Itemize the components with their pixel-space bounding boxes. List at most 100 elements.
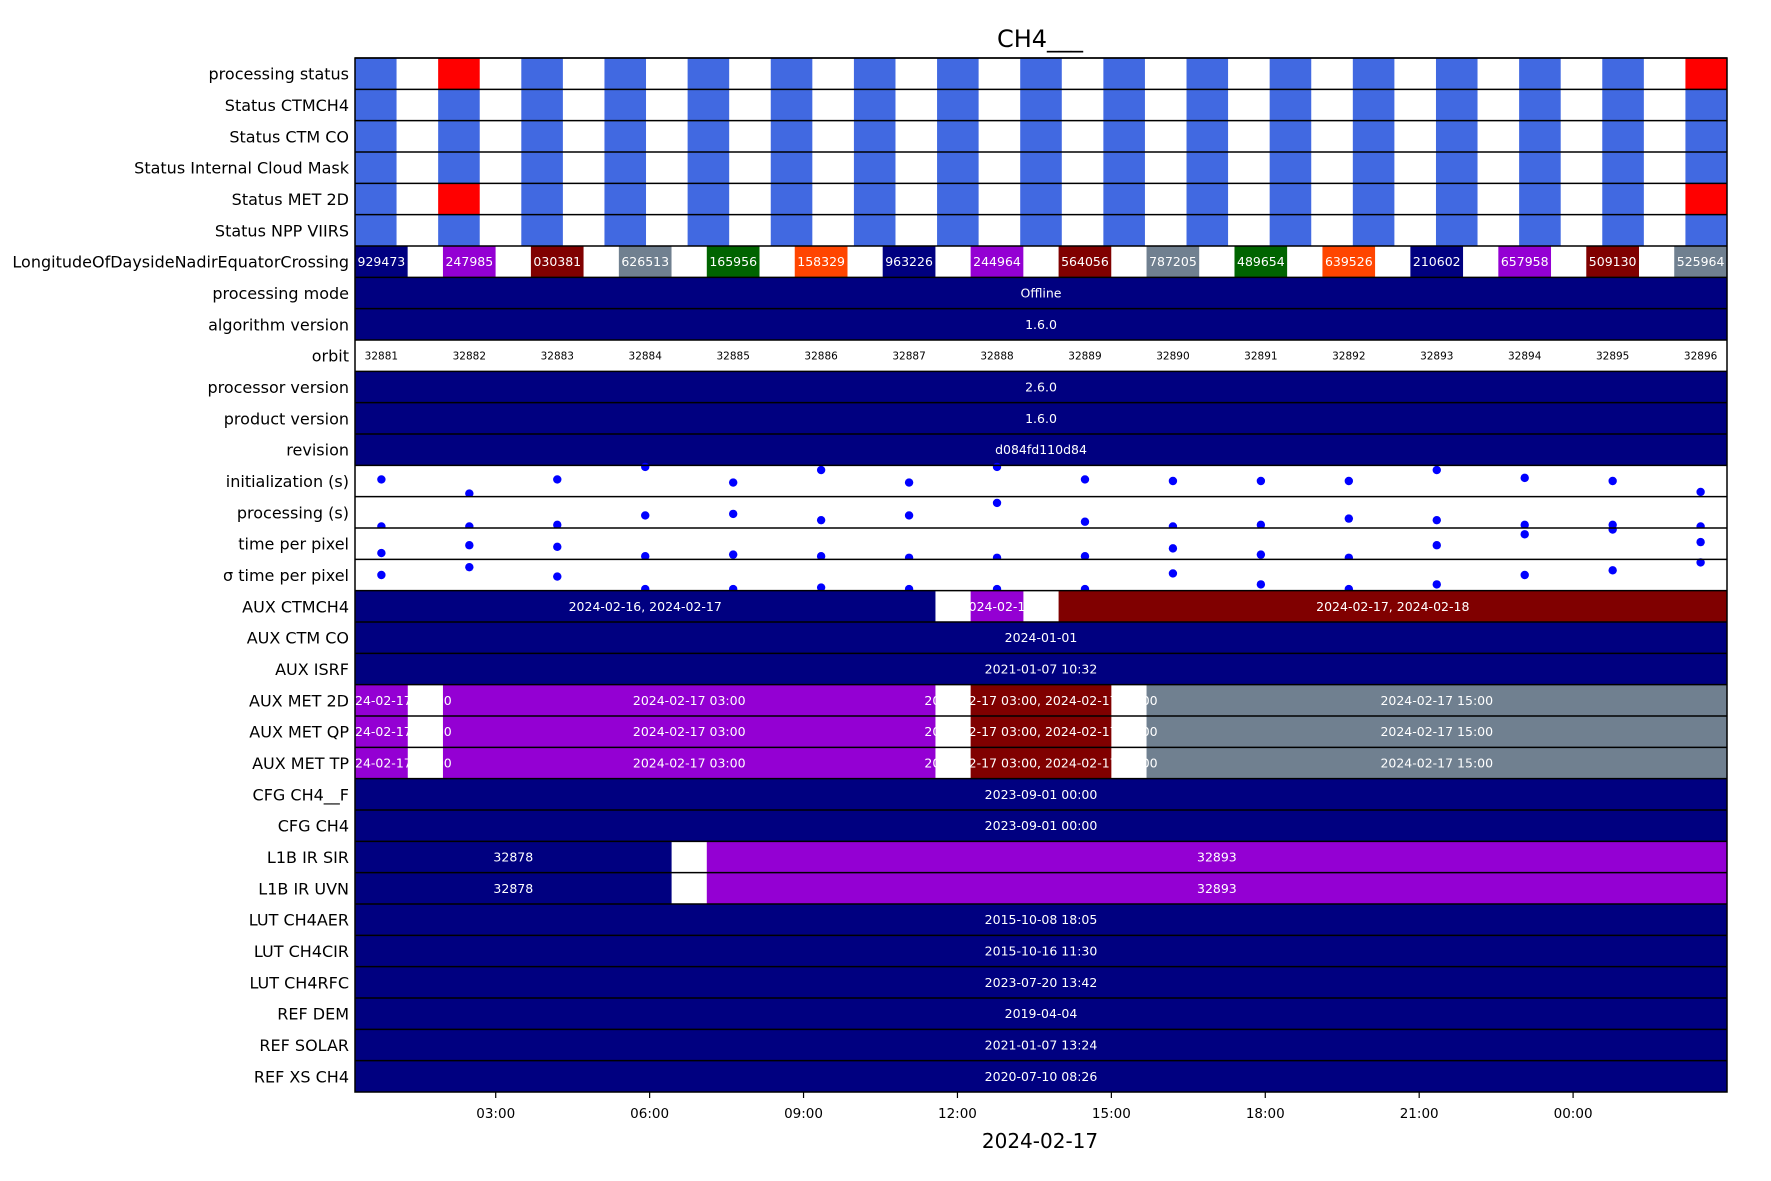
status-cell <box>1435 152 1478 184</box>
row-aux-met-2d: :00, 2024-02-17 03:00 2024-02-17 03:00 202… <box>355 683 1727 716</box>
status-cell <box>687 183 730 215</box>
segment <box>407 716 444 748</box>
row-label-lut-ch4aer: LUT CH4AER <box>249 911 349 930</box>
data-point <box>1520 520 1529 530</box>
status-cell <box>978 89 1021 121</box>
segment-label: 2024-02-17 03:00, 2024-02-17 15:00 <box>924 724 1157 739</box>
status-cell <box>812 120 855 152</box>
segment <box>407 684 444 716</box>
segment-label: 32893 <box>1197 850 1237 865</box>
status-cell <box>937 120 979 152</box>
status-cell <box>479 152 522 184</box>
status-cell <box>1186 120 1229 152</box>
row-aux-ctm-co: 2024-01-01 <box>355 621 1727 654</box>
dots-band <box>355 496 1727 528</box>
status-cell <box>1061 89 1104 121</box>
row-label-status-internal-cloud-mask: Status Internal Cloud Mask <box>134 159 350 178</box>
value-band <box>355 810 1727 842</box>
status-cell <box>355 120 397 152</box>
longitude-cell <box>1498 246 1552 278</box>
data-point <box>1696 558 1705 567</box>
segment-label: 2024-02-17 <box>961 599 1034 614</box>
status-cell <box>1103 58 1146 90</box>
row-aux-met-tp: :00, 2024-02-17 03:00 2024-02-17 03:00 202… <box>355 746 1727 779</box>
status-cell <box>604 120 647 152</box>
status-cell <box>812 183 855 215</box>
status-cell <box>1144 183 1187 215</box>
status-cell <box>1186 58 1229 90</box>
row-processing-status <box>355 57 1728 90</box>
status-cell <box>604 214 647 246</box>
value-text: 2021-01-07 10:32 <box>985 662 1098 677</box>
row-ref-solar: 2021-01-07 13:24 <box>355 1028 1727 1061</box>
segment <box>355 872 672 904</box>
status-cell <box>646 58 688 90</box>
status-cell <box>1020 183 1063 215</box>
data-point <box>728 550 738 559</box>
longitude-gap <box>1551 246 1587 278</box>
status-cell <box>1643 214 1686 246</box>
status-cell <box>1061 120 1104 152</box>
x-tick-label: 03:00 <box>476 1106 515 1122</box>
row-label-revision: revision <box>286 441 349 460</box>
status-cell <box>438 58 481 90</box>
value-band <box>355 935 1727 967</box>
row-status-ctm-co <box>355 119 1728 152</box>
orbit-number: 32893 <box>1420 351 1453 363</box>
status-cell <box>1228 152 1270 184</box>
status-cell <box>396 152 439 184</box>
status-cell <box>1685 214 1728 246</box>
row-label-aux-met-qp: AUX MET QP <box>249 723 349 742</box>
status-cell <box>562 120 605 152</box>
data-point <box>641 462 650 472</box>
segment-label: 2024-02-17 15:00 <box>1380 693 1493 708</box>
longitude-cell <box>1322 246 1376 278</box>
status-cell <box>1435 214 1478 246</box>
row-label-product-version: product version <box>224 409 349 428</box>
longitude-value: 244964 <box>973 254 1021 269</box>
data-point <box>728 509 738 519</box>
status-cell <box>770 58 813 90</box>
row-lut-ch4aer: 2015-10-08 18:05 <box>355 903 1727 936</box>
value-band <box>355 308 1727 340</box>
status-cell <box>1103 214 1146 246</box>
status-cell <box>1311 58 1354 90</box>
row-aux-isrf: 2021-01-07 10:32 <box>355 652 1727 685</box>
status-cell <box>1602 183 1645 215</box>
status-cell <box>521 214 564 246</box>
row-label-processor-version: processor version <box>207 378 349 397</box>
value-text: 2023-07-20 13:42 <box>985 975 1098 990</box>
status-cell <box>770 152 813 184</box>
value-band <box>355 622 1727 654</box>
segment <box>935 684 971 716</box>
status-cell <box>438 120 481 152</box>
row-label-lut-ch4cir: LUT CH4CIR <box>254 942 349 961</box>
status-cell <box>396 58 439 90</box>
status-cell <box>355 58 397 90</box>
status-cell <box>1186 183 1229 215</box>
status-cell <box>687 152 730 184</box>
longitude-cell <box>882 246 936 278</box>
value-text: 2019-04-04 <box>1005 1006 1078 1021</box>
longitude-gap <box>1375 246 1411 278</box>
status-cell <box>1352 183 1395 215</box>
orbit-number: 32883 <box>541 351 574 363</box>
longitude-value: 626513 <box>621 254 669 269</box>
status-cell <box>646 152 688 184</box>
status-cell <box>895 214 938 246</box>
row-status-met-2d <box>355 182 1728 215</box>
orbit-number: 32892 <box>1332 351 1365 363</box>
segment <box>671 841 708 873</box>
value-band <box>355 778 1727 810</box>
row-revision: d084fd110d84 <box>355 433 1727 466</box>
segment-label: 32878 <box>493 850 533 865</box>
segment-label: 2024-02-17 03:00 <box>633 724 746 739</box>
status-cell <box>1477 183 1520 215</box>
status-cell <box>1519 214 1561 246</box>
dots-band <box>355 528 1727 560</box>
segment <box>355 747 409 779</box>
status-cell <box>853 120 896 152</box>
row-lut-ch4cir: 2015-10-16 11:30 <box>355 934 1727 967</box>
row-label-time-per-pixel: σ time per pixel <box>223 566 349 585</box>
row-algorithm-version: 1.6.0 <box>355 307 1727 340</box>
